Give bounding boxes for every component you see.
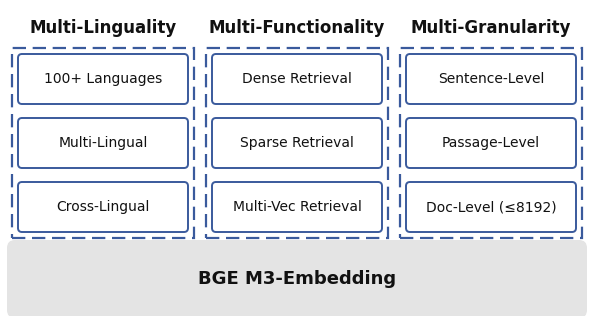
- Text: Cross-Lingual: Cross-Lingual: [56, 200, 150, 214]
- Text: Doc-Level (≤8192): Doc-Level (≤8192): [426, 200, 557, 214]
- Text: Dense Retrieval: Dense Retrieval: [242, 72, 352, 86]
- Text: Multi-Vec Retrieval: Multi-Vec Retrieval: [233, 200, 361, 214]
- FancyBboxPatch shape: [7, 240, 587, 316]
- Text: Sparse Retrieval: Sparse Retrieval: [240, 136, 354, 150]
- FancyBboxPatch shape: [212, 118, 382, 168]
- Text: Multi-Lingual: Multi-Lingual: [58, 136, 148, 150]
- Text: Multi-Functionality: Multi-Functionality: [209, 19, 385, 37]
- Text: Passage-Level: Passage-Level: [442, 136, 540, 150]
- Bar: [206, 48, 388, 238]
- FancyBboxPatch shape: [406, 118, 576, 168]
- Text: BGE M3-Embedding: BGE M3-Embedding: [198, 270, 396, 288]
- Text: Multi-Granularity: Multi-Granularity: [410, 19, 571, 37]
- FancyBboxPatch shape: [18, 54, 188, 104]
- Bar: [400, 48, 582, 238]
- FancyBboxPatch shape: [18, 118, 188, 168]
- Bar: [12, 48, 194, 238]
- FancyBboxPatch shape: [406, 54, 576, 104]
- Text: Sentence-Level: Sentence-Level: [438, 72, 544, 86]
- FancyBboxPatch shape: [212, 54, 382, 104]
- FancyBboxPatch shape: [212, 182, 382, 232]
- Text: Multi-Linguality: Multi-Linguality: [29, 19, 176, 37]
- Text: 100+ Languages: 100+ Languages: [44, 72, 162, 86]
- FancyBboxPatch shape: [18, 182, 188, 232]
- FancyBboxPatch shape: [406, 182, 576, 232]
